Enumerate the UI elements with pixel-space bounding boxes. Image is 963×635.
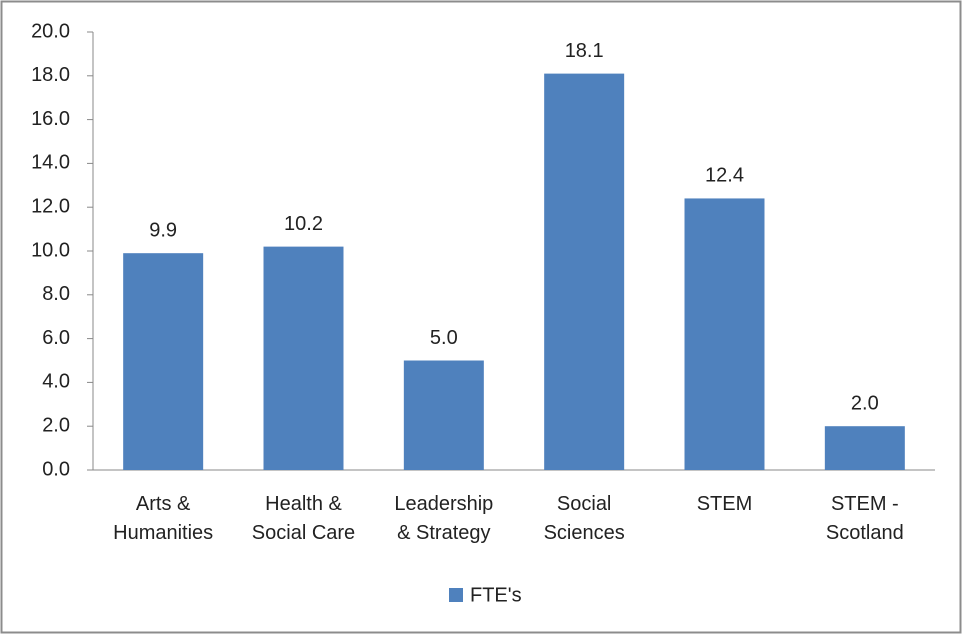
bar xyxy=(684,198,765,470)
legend-label: FTE's xyxy=(470,584,522,606)
bar xyxy=(824,426,905,470)
bar xyxy=(123,253,204,470)
y-tick-label: 0.0 xyxy=(42,458,70,480)
data-label: 18.1 xyxy=(565,40,604,62)
x-tick-label: STEM - Scotland xyxy=(825,493,904,544)
y-tick-label: 2.0 xyxy=(42,414,70,436)
y-tick-label: 10.0 xyxy=(31,239,70,261)
bar xyxy=(263,246,344,470)
x-tick-label: Arts & Humanities xyxy=(113,493,214,544)
bar xyxy=(403,360,484,470)
y-tick-label: 4.0 xyxy=(42,371,70,393)
y-tick-label: 18.0 xyxy=(31,64,70,86)
bar xyxy=(544,73,625,471)
x-tick-label: Health & Social Care xyxy=(251,493,356,544)
legend-swatch xyxy=(449,588,463,602)
y-tick-label: 12.0 xyxy=(31,195,70,217)
data-label: 5.0 xyxy=(430,327,458,349)
y-tick-label: 8.0 xyxy=(42,283,70,305)
y-tick-label: 14.0 xyxy=(31,152,70,174)
y-tick-label: 6.0 xyxy=(42,327,70,349)
x-tick-label: Social Sciences xyxy=(543,493,625,544)
x-tick-label: Leadership & Strategy xyxy=(394,493,494,544)
data-label: 9.9 xyxy=(149,219,177,241)
data-label: 10.2 xyxy=(284,213,323,235)
y-tick-label: 20.0 xyxy=(31,20,70,42)
y-tick-label: 16.0 xyxy=(31,108,70,130)
data-label: 12.4 xyxy=(705,165,744,187)
x-tick-label: STEM xyxy=(696,493,753,515)
data-label: 2.0 xyxy=(851,392,879,414)
